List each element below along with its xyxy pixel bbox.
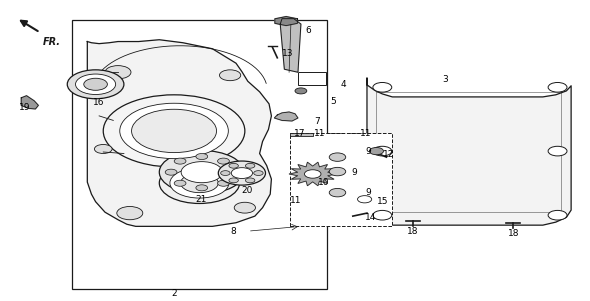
Text: 10: 10 bbox=[317, 178, 329, 187]
Text: 13: 13 bbox=[282, 49, 294, 58]
Circle shape bbox=[548, 210, 567, 220]
Circle shape bbox=[94, 144, 112, 154]
Circle shape bbox=[132, 109, 217, 153]
Text: 2: 2 bbox=[171, 289, 177, 298]
Text: 18: 18 bbox=[507, 229, 519, 238]
Text: 5: 5 bbox=[330, 97, 336, 106]
Circle shape bbox=[245, 163, 255, 168]
Text: 9: 9 bbox=[351, 168, 357, 177]
Circle shape bbox=[373, 82, 392, 92]
Circle shape bbox=[548, 146, 567, 156]
Circle shape bbox=[227, 169, 238, 175]
Text: 7: 7 bbox=[314, 117, 320, 126]
Circle shape bbox=[373, 146, 392, 156]
Text: 6: 6 bbox=[306, 26, 312, 35]
Circle shape bbox=[170, 168, 229, 198]
Bar bbox=[290, 133, 313, 136]
Text: 8: 8 bbox=[230, 227, 236, 236]
Circle shape bbox=[358, 196, 372, 203]
Circle shape bbox=[254, 171, 263, 175]
Polygon shape bbox=[367, 78, 571, 225]
Circle shape bbox=[219, 70, 241, 81]
Text: 9: 9 bbox=[366, 147, 372, 156]
Text: 15: 15 bbox=[376, 197, 388, 206]
Circle shape bbox=[218, 161, 266, 185]
Text: 19: 19 bbox=[19, 103, 31, 112]
Bar bbox=[290, 133, 392, 226]
Text: FR.: FR. bbox=[42, 37, 61, 47]
Circle shape bbox=[174, 180, 186, 186]
Circle shape bbox=[84, 78, 107, 90]
Circle shape bbox=[369, 147, 384, 155]
Text: 20: 20 bbox=[241, 186, 253, 195]
Circle shape bbox=[196, 185, 208, 191]
Circle shape bbox=[174, 158, 186, 164]
Circle shape bbox=[67, 70, 124, 99]
Circle shape bbox=[295, 88, 307, 94]
Circle shape bbox=[229, 163, 238, 168]
Circle shape bbox=[548, 82, 567, 92]
Circle shape bbox=[329, 188, 346, 197]
Polygon shape bbox=[274, 112, 298, 121]
Text: 16: 16 bbox=[93, 98, 104, 107]
Text: 11: 11 bbox=[290, 196, 302, 205]
Text: 11: 11 bbox=[360, 129, 372, 138]
Text: 21: 21 bbox=[195, 195, 206, 204]
Circle shape bbox=[329, 153, 346, 161]
Circle shape bbox=[245, 178, 255, 183]
Bar bbox=[72, 20, 327, 289]
Polygon shape bbox=[21, 96, 38, 109]
Text: 3: 3 bbox=[442, 75, 448, 84]
Polygon shape bbox=[87, 40, 271, 226]
Text: 18: 18 bbox=[407, 227, 419, 236]
Circle shape bbox=[218, 180, 230, 186]
Polygon shape bbox=[275, 17, 297, 26]
Circle shape bbox=[218, 158, 230, 164]
Polygon shape bbox=[289, 162, 336, 186]
Circle shape bbox=[229, 178, 238, 183]
Text: 9: 9 bbox=[366, 188, 372, 197]
Circle shape bbox=[196, 154, 208, 160]
Circle shape bbox=[117, 206, 143, 220]
Circle shape bbox=[165, 169, 177, 175]
Text: 11: 11 bbox=[314, 129, 326, 138]
Circle shape bbox=[181, 173, 218, 193]
Polygon shape bbox=[280, 19, 301, 72]
Circle shape bbox=[373, 210, 392, 220]
Circle shape bbox=[120, 103, 228, 159]
Text: 14: 14 bbox=[365, 213, 376, 222]
Circle shape bbox=[234, 202, 255, 213]
Circle shape bbox=[159, 150, 244, 194]
Text: 17: 17 bbox=[294, 129, 306, 138]
Circle shape bbox=[181, 162, 222, 183]
Circle shape bbox=[304, 170, 321, 178]
Bar bbox=[298, 72, 326, 85]
Circle shape bbox=[159, 163, 240, 203]
Circle shape bbox=[231, 168, 253, 178]
Circle shape bbox=[76, 74, 116, 95]
Circle shape bbox=[329, 167, 346, 176]
Circle shape bbox=[221, 171, 230, 175]
Circle shape bbox=[105, 66, 131, 79]
Circle shape bbox=[103, 95, 245, 167]
Text: 4: 4 bbox=[340, 80, 346, 89]
Text: 12: 12 bbox=[382, 150, 394, 159]
